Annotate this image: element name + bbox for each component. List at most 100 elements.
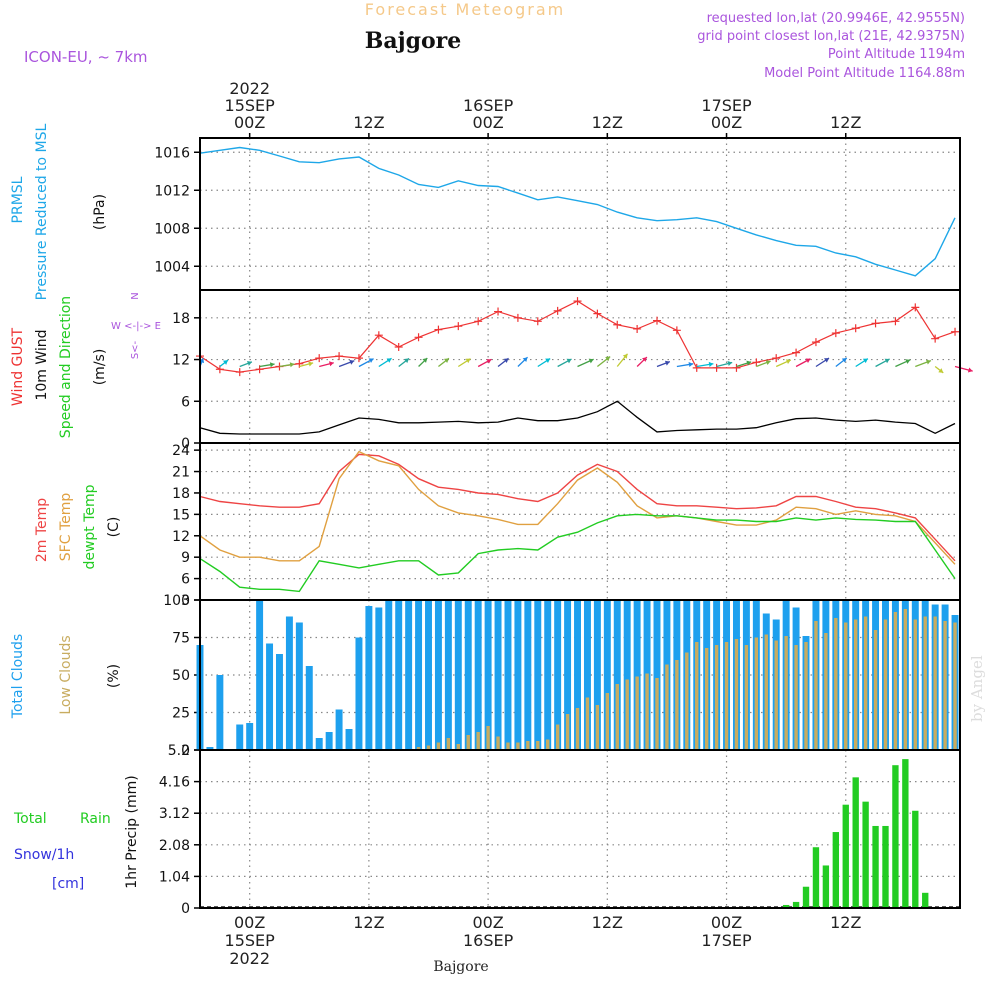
low-cloud-bar	[476, 732, 480, 750]
low-cloud-bar	[784, 636, 788, 750]
y-tick-label: 9	[181, 550, 190, 566]
total-cloud-bar	[574, 600, 581, 750]
gust-marker	[513, 313, 522, 322]
dewpt-line	[199, 513, 956, 593]
low-cloud-bar	[893, 612, 898, 750]
wind-arrow-head	[443, 358, 449, 363]
wind-arrow-head	[308, 361, 314, 367]
bottom-time-label: 17SEP	[701, 931, 752, 950]
gust-marker	[533, 317, 542, 326]
wind-label-speed-dir: Speed and Direction	[58, 296, 74, 438]
total-cloud-bar	[365, 606, 373, 750]
gust-marker	[414, 333, 423, 342]
temp-unit: (C)	[106, 517, 122, 538]
bottom-time-label: 12Z	[830, 913, 861, 932]
gust-marker	[772, 354, 781, 363]
wind-arrow-head	[522, 357, 528, 363]
low-cloud-bar	[824, 633, 828, 750]
precip-label-total: Total	[13, 811, 47, 827]
wind-speed-line	[199, 400, 956, 435]
temp-2m-line	[199, 453, 956, 562]
total-cloud-bar	[613, 600, 621, 750]
y-tick-label: 2.08	[159, 838, 190, 854]
low-cloud-bar	[605, 693, 610, 750]
temperature-panel: 3 6 9 12 15 18 21 24	[172, 442, 961, 609]
wind-arrow-head	[328, 361, 334, 367]
y-tick-label: 1016	[154, 145, 190, 161]
low-cloud-bar	[754, 637, 759, 750]
total-cloud-bar	[246, 723, 254, 750]
wind-panel: 0 6 12 18	[172, 289, 973, 452]
y-tick-label: 1008	[154, 221, 190, 237]
low-cloud-bar	[655, 678, 659, 750]
wind-unit: (m/s)	[92, 349, 108, 386]
y-tick-label: 0	[181, 436, 190, 452]
watermark: by Angel	[968, 655, 986, 722]
cloud-label-low: Low Clouds	[58, 635, 74, 714]
temp-label-2m: 2m Temp	[34, 498, 50, 562]
total-cloud-bar	[335, 709, 343, 750]
gust-marker	[633, 324, 642, 333]
y-tick-label: 15	[172, 507, 190, 523]
pressure-label-1: PRMSL	[10, 176, 26, 223]
low-cloud-bar	[516, 742, 520, 750]
compass-row: W <-|-> E	[111, 321, 161, 332]
top-time-label: 15SEP	[225, 96, 276, 115]
low-cloud-bar	[933, 616, 937, 750]
low-cloud-bar	[685, 652, 689, 750]
y-tick-label: 25	[172, 706, 190, 722]
low-cloud-bar	[734, 639, 739, 750]
low-cloud-bar	[834, 618, 838, 750]
wind-arrow-head	[642, 357, 647, 362]
low-cloud-bar	[704, 648, 709, 750]
rain-bar	[842, 804, 849, 908]
top-time-label: 2022	[229, 79, 270, 98]
y-tick-label: 4.16	[159, 775, 190, 791]
y-tick-label: 12	[172, 529, 190, 545]
wind-arrow-head	[422, 358, 428, 363]
wind-arrow-head	[765, 360, 771, 366]
wind-arrow-head	[805, 358, 811, 364]
gust-marker	[573, 297, 582, 306]
y-tick-label: 3.12	[159, 806, 190, 822]
wind-arrow-head	[588, 358, 594, 364]
low-cloud-bar	[844, 622, 848, 750]
gust-marker	[732, 363, 741, 372]
low-cloud-bar	[555, 724, 560, 750]
total-cloud-bar	[544, 600, 552, 750]
y-tick-label: 18	[172, 486, 190, 502]
total-cloud-bar	[325, 732, 333, 750]
y-tick-label: 1004	[154, 259, 190, 275]
top-time-label: 00Z	[472, 113, 503, 132]
rain-bar	[882, 825, 889, 908]
gust-marker	[593, 309, 602, 318]
wind-arrow-head	[841, 357, 847, 363]
wind-labels: Wind GUST 10m Wind Speed and Direction (…	[10, 292, 161, 438]
low-cloud-bar	[794, 645, 798, 750]
wind-arrow-head	[566, 358, 572, 364]
precip-label-cm: [cm]	[52, 876, 84, 892]
rain-bar	[782, 904, 790, 908]
bottom-time-label: 00Z	[711, 913, 742, 932]
total-cloud-bar	[534, 600, 542, 750]
total-cloud-bar	[623, 600, 631, 750]
bottom-time-label: 12Z	[353, 913, 384, 932]
model-altitude: Model Point Altitude 1164.88m	[764, 66, 965, 81]
gust-marker	[215, 365, 224, 374]
low-cloud-bar	[526, 741, 530, 750]
wind-arrow-head	[746, 360, 752, 366]
low-cloud-bar	[724, 642, 729, 750]
total-cloud-bar	[653, 600, 661, 750]
footer-location: Bajgore	[433, 959, 488, 975]
gust-marker	[494, 307, 503, 316]
gust-marker	[335, 352, 344, 361]
gust-marker	[712, 363, 721, 372]
top-time-label: 16SEP	[463, 96, 514, 115]
bottom-time-label: 00Z	[472, 913, 503, 932]
low-cloud-bar	[814, 621, 818, 750]
gust-marker	[613, 320, 622, 329]
cloud-unit: (%)	[106, 664, 122, 688]
y-tick-label: 100	[163, 593, 190, 609]
